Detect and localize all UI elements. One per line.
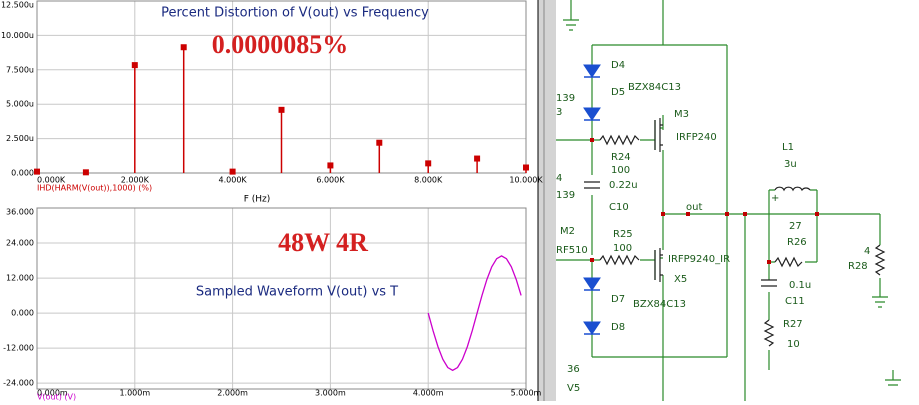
- stem-marker: [34, 168, 40, 175]
- plot-frame: [36, 207, 527, 390]
- chart-title: Percent Distortion of V(out) vs Frequenc…: [161, 6, 429, 21]
- y-tick-label: 36.000: [6, 208, 34, 217]
- component-label: D5: [611, 87, 625, 98]
- component-label: 4: [556, 173, 562, 184]
- component-label: 0.1u: [789, 280, 811, 291]
- plot-window: [0, 0, 538, 401]
- x-tick-label: 0.000K: [37, 176, 66, 185]
- x-tick-label: 2.000K: [121, 176, 150, 185]
- x-tick-label: 6.000K: [316, 176, 345, 185]
- component-label: D7: [611, 294, 625, 305]
- x-tick-label: 4.000m: [413, 389, 444, 398]
- diode: [583, 64, 601, 335]
- stem-marker: [82, 169, 89, 176]
- y-tick-label: 12.000: [6, 274, 34, 283]
- component-label: 100: [611, 165, 630, 176]
- y-tick-label: 0.000: [11, 309, 34, 318]
- component-label: RF510: [556, 245, 588, 256]
- y-tick-label: 0.000: [11, 169, 34, 178]
- component-label: 139: [556, 190, 575, 201]
- y-tick-label: 2.500u: [6, 134, 34, 143]
- component-label: +: [771, 193, 779, 204]
- y-tick-label: 10.000u: [1, 31, 34, 40]
- y-tick-label: -12.000: [3, 344, 34, 353]
- stem-marker: [523, 164, 529, 171]
- y-tick-label: 12.500u: [1, 1, 34, 10]
- component-label: M2: [560, 226, 575, 237]
- component-label: R28: [848, 261, 868, 272]
- x-tick-label: 3.000m: [315, 389, 346, 398]
- component-label: R27: [783, 319, 803, 330]
- stem-marker: [180, 44, 187, 51]
- annotation: 0.0000085%: [212, 30, 349, 59]
- axis-label: IHD(HARM(V(out)),1000) (%): [37, 184, 152, 193]
- inductor: [774, 186, 811, 192]
- component-label: C10: [609, 202, 629, 213]
- wire: [556, 0, 881, 401]
- component-label: X5: [674, 274, 687, 285]
- component-label: D4: [611, 60, 625, 71]
- annotation: 48W 4R: [278, 228, 368, 257]
- x-tick-label: 5.000m: [511, 389, 542, 398]
- ground: [563, 0, 579, 31]
- component-label: R25: [613, 229, 633, 240]
- component-label: IRFP240: [676, 132, 717, 143]
- x-tick-label: 4.000K: [219, 176, 248, 185]
- stem-marker: [376, 139, 383, 146]
- axis-label: V(out) (V): [37, 393, 76, 402]
- y-tick-label: -24.000: [3, 379, 34, 388]
- y-tick-label: 24.000: [6, 239, 34, 248]
- component-label: 36: [567, 364, 580, 375]
- mosfet: [654, 118, 663, 282]
- stem-marker: [425, 160, 432, 167]
- component-label: R24: [611, 152, 631, 163]
- component-label: BZX84C13: [633, 299, 686, 310]
- stem-marker: [327, 162, 334, 169]
- waveform: [427, 255, 522, 372]
- stem-marker: [474, 155, 481, 162]
- splitter[interactable]: [538, 0, 556, 401]
- component-label: V5: [567, 383, 580, 394]
- component-label: 3: [556, 107, 562, 118]
- component-label: R26: [787, 237, 807, 248]
- resistor: [599, 134, 886, 347]
- y-tick-label: 5.000u: [6, 100, 34, 109]
- component-label: out: [686, 202, 702, 213]
- component-label: D8: [611, 322, 625, 333]
- component-label: 100: [613, 243, 632, 254]
- component-label: 139: [556, 93, 575, 104]
- component-label: 0.22u: [609, 180, 638, 191]
- component-label: 3u: [784, 159, 797, 170]
- ground: [872, 296, 901, 386]
- x-tick-label: 0.000m: [37, 389, 68, 398]
- stem-marker: [229, 168, 236, 175]
- component-label: C11: [785, 296, 805, 307]
- stem-marker: [278, 106, 285, 113]
- axis-label: F (Hz): [244, 195, 271, 205]
- component-label: M3: [674, 109, 689, 120]
- component-label: 4: [864, 246, 870, 257]
- schematic: [556, 0, 901, 401]
- chart-title: Sampled Waveform V(out) vs T: [196, 285, 398, 300]
- y-tick-label: 7.500u: [6, 65, 34, 74]
- x-tick-label: 10.000K: [509, 176, 543, 185]
- diode: [584, 76, 600, 335]
- x-tick-label: 1.000m: [119, 389, 150, 398]
- component-label: BZX84C13: [628, 82, 681, 93]
- x-tick-label: 2.000m: [217, 389, 248, 398]
- capacitor: [584, 181, 777, 287]
- component-label: L1: [782, 142, 794, 153]
- component-label: IRFP9240_IR: [668, 254, 730, 265]
- component-label: 10: [787, 339, 800, 350]
- component-label: 27: [789, 221, 802, 232]
- stem-marker: [131, 62, 138, 69]
- x-tick-label: 8.000K: [414, 176, 443, 185]
